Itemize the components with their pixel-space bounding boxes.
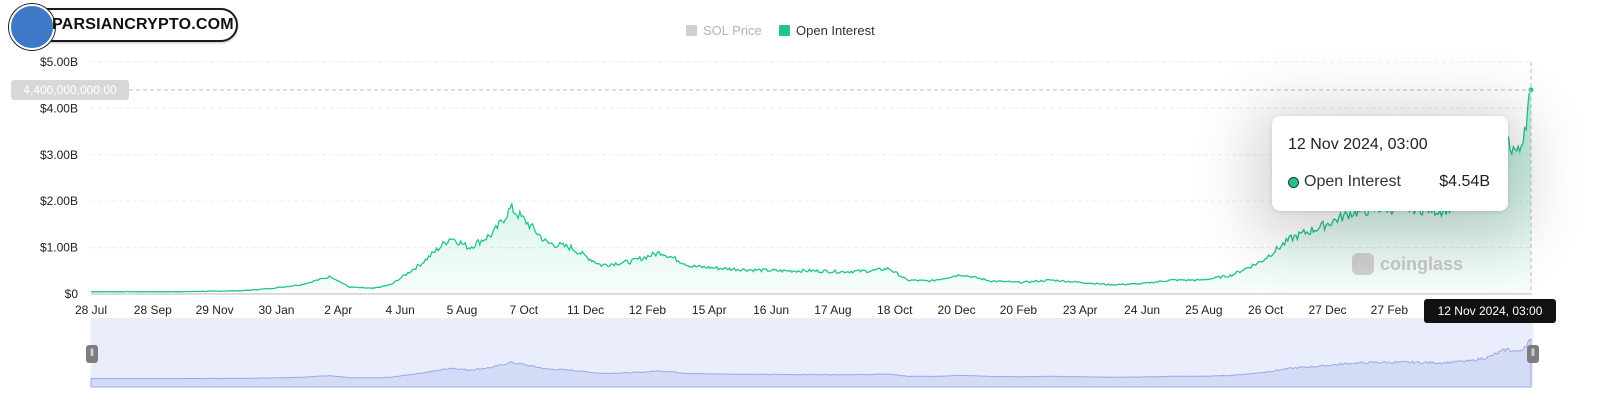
- y-tick-label: $0: [65, 287, 79, 301]
- tooltip-series-marker: [1288, 177, 1299, 188]
- legend: SOL Price Open Interest: [686, 23, 875, 38]
- x-tick-label: 17 Aug: [814, 303, 851, 317]
- navigator-left-handle[interactable]: ‖: [86, 345, 98, 363]
- coinglass-logo-icon: [1352, 253, 1374, 275]
- x-tick-label: 16 Jun: [753, 303, 789, 317]
- x-tick-label: 20 Dec: [938, 303, 976, 317]
- coinglass-watermark: coinglass: [1380, 254, 1464, 274]
- crosshair-y-label: 4,400,000,000.00: [11, 80, 129, 100]
- y-tick-label: $1.00B: [40, 241, 78, 255]
- crosshair: [129, 62, 1532, 294]
- x-tick-label: 2 Apr: [324, 303, 352, 317]
- data-tooltip: 12 Nov 2024, 03:00 Open Interest $4.54B: [1272, 116, 1508, 211]
- x-tick-label: 24 Jun: [1124, 303, 1160, 317]
- open-interest-line: [91, 89, 1532, 293]
- crosshair-x-label: 12 Nov 2024, 03:00: [1424, 299, 1556, 323]
- y-tick-label: $2.00B: [40, 194, 78, 208]
- legend-label-open-interest: Open Interest: [796, 23, 875, 38]
- x-tick-label: 29 Nov: [196, 303, 234, 317]
- tooltip-series-label: Open Interest: [1304, 173, 1401, 190]
- legend-item-sol-price[interactable]: SOL Price: [686, 23, 762, 38]
- y-tick-label: $4.00B: [40, 101, 78, 115]
- tooltip-value: $4.54B: [1439, 173, 1490, 190]
- x-tick-label: 5 Aug: [447, 303, 478, 317]
- open-interest-area: [91, 89, 1531, 294]
- x-axis: 28 Jul 28 Sep 29 Nov 30 Jan 2 Apr 4 Jun 5 Aug 7…: [75, 303, 1531, 317]
- brand-logo-icon: [9, 4, 55, 50]
- y-tick-label: $5.00B: [40, 55, 78, 69]
- x-tick-label: 28 Sep: [134, 303, 172, 317]
- navigator[interactable]: [90, 318, 1533, 388]
- tooltip-title: 12 Nov 2024, 03:00: [1288, 136, 1428, 153]
- legend-label-sol-price: SOL Price: [703, 23, 762, 38]
- x-tick-label: 25 Aug: [1185, 303, 1222, 317]
- navigator-series: [90, 338, 1532, 388]
- y-tick-label: $3.00B: [40, 148, 78, 162]
- x-tick-label: 30 Jan: [258, 303, 294, 317]
- x-tick-label: 11 Dec: [567, 303, 604, 317]
- x-tick-label: 4 Jun: [385, 303, 414, 317]
- x-tick-label: 12 Feb: [629, 303, 667, 317]
- x-tick-label: 15 Apr: [692, 303, 727, 317]
- x-tick-label: 7 Oct: [509, 303, 538, 317]
- x-tick-label: 26 Oct: [1248, 303, 1284, 317]
- brand-logo: PARSIANCRYPTO.COM: [9, 4, 238, 50]
- legend-item-open-interest[interactable]: Open Interest: [779, 23, 875, 38]
- x-tick-label: 27 Dec: [1309, 303, 1347, 317]
- x-tick-label: 20 Feb: [1000, 303, 1038, 317]
- legend-swatch-sol-price: [686, 25, 697, 36]
- x-tick-label: 23 Apr: [1063, 303, 1098, 317]
- navigator-right-handle[interactable]: ‖: [1527, 345, 1539, 363]
- x-tick-label: 27 Feb: [1371, 303, 1409, 317]
- plot-area: [91, 86, 1535, 294]
- legend-swatch-open-interest: [779, 25, 790, 36]
- x-tick-label: 28 Jul: [75, 303, 107, 317]
- x-tick-label: 18 Oct: [877, 303, 913, 317]
- brand-logo-text: PARSIANCRYPTO.COM: [52, 16, 234, 33]
- y-axis: $0 $1.00B $2.00B $3.00B $4.00B $5.00B: [40, 55, 78, 301]
